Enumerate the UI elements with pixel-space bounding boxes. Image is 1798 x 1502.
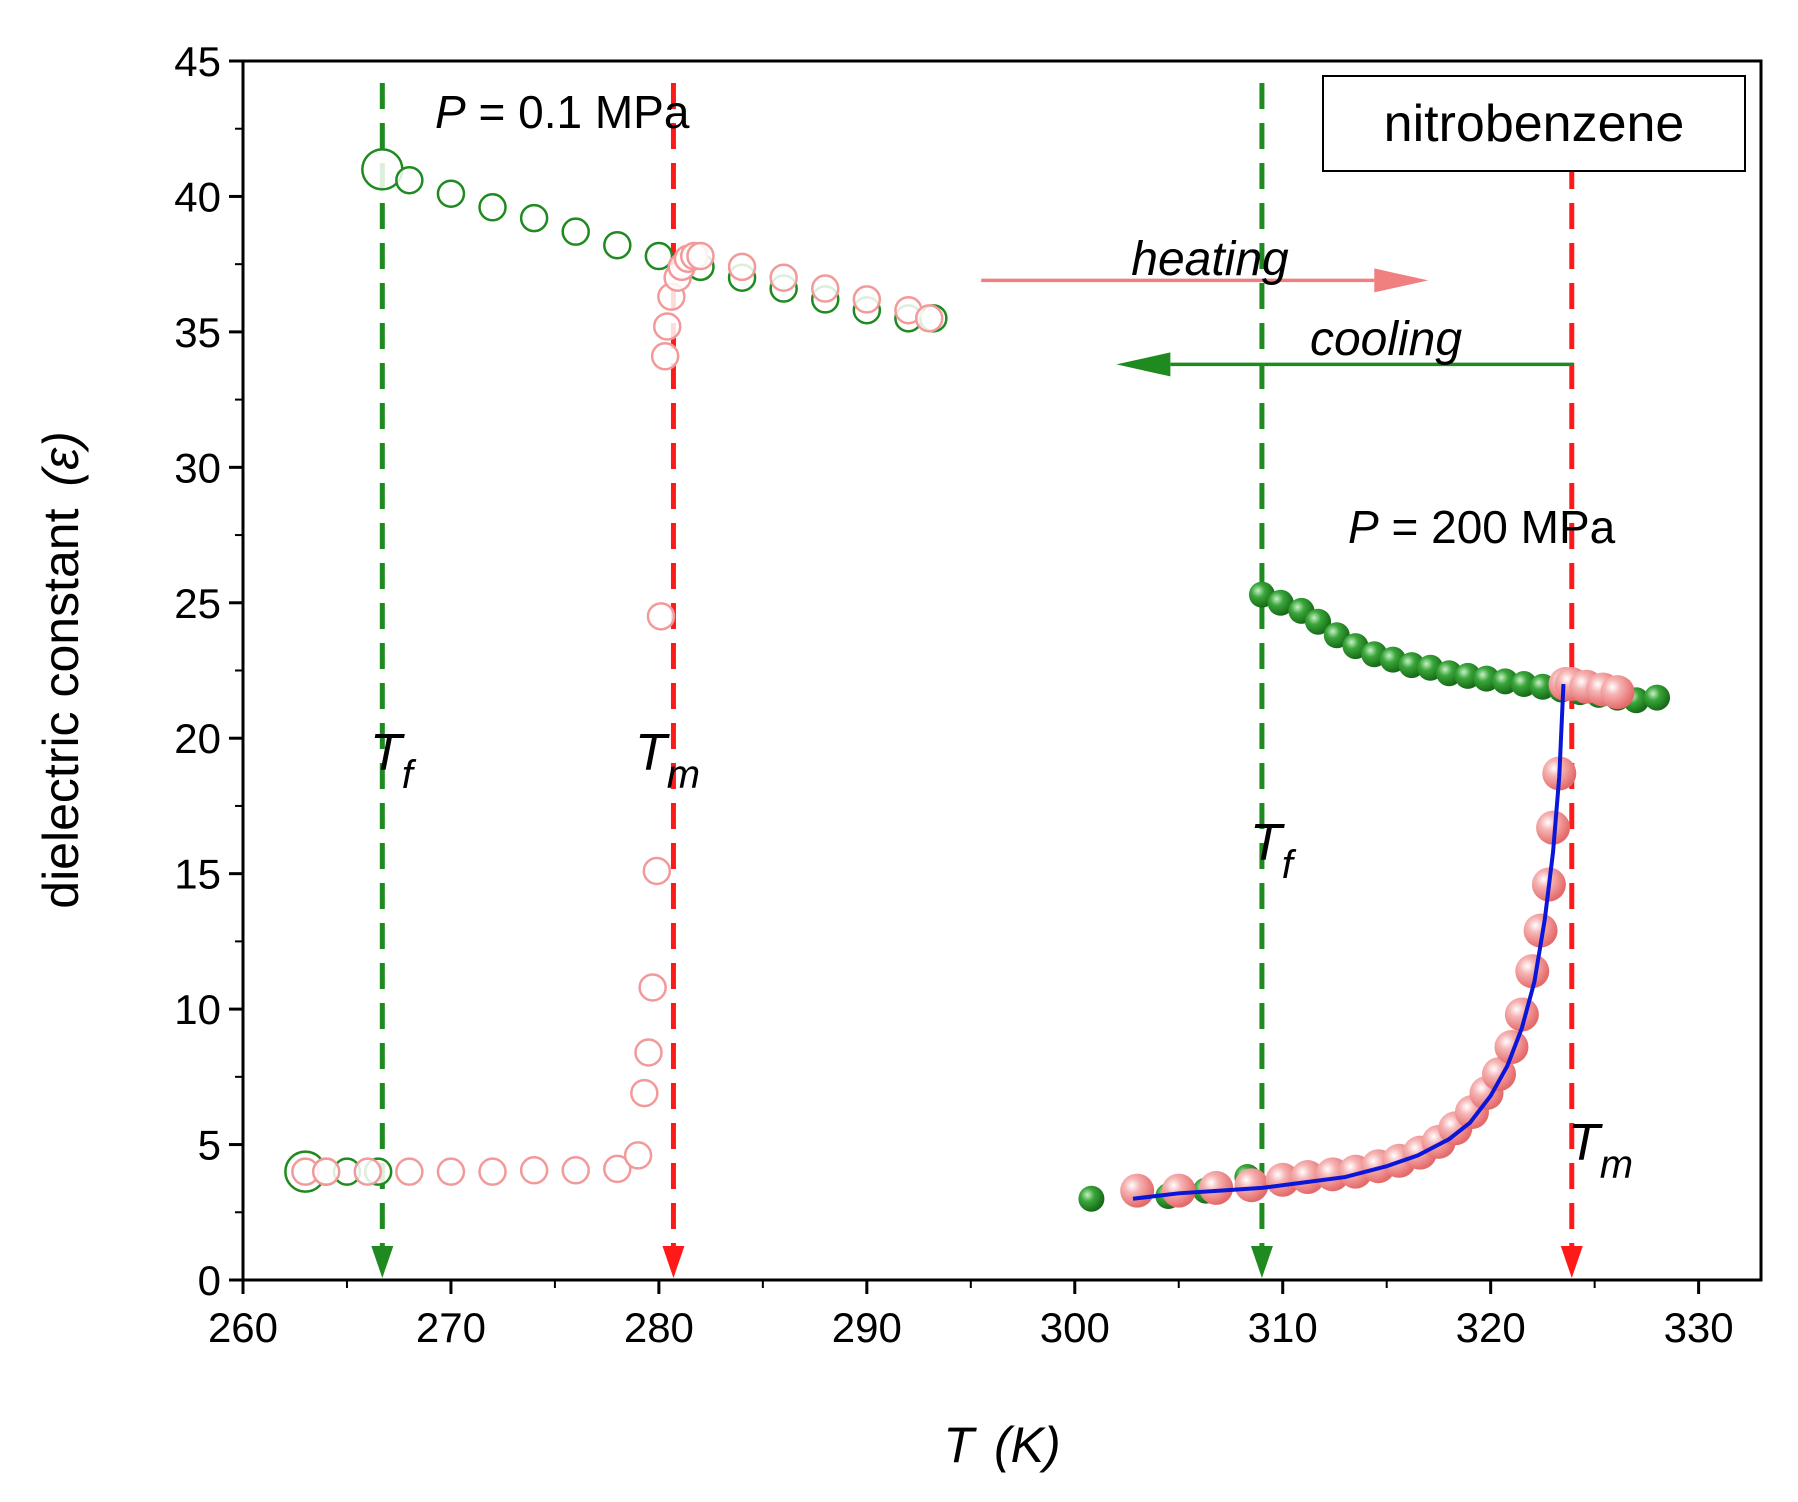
data-point	[603, 1154, 632, 1184]
data-point	[650, 342, 680, 371]
x-tick-label: 280	[624, 1304, 694, 1351]
heating-arrow-head	[1374, 268, 1429, 293]
y-tick-label: 10	[174, 986, 221, 1033]
legend-label: nitrobenzene	[1384, 95, 1685, 153]
data-point	[436, 179, 466, 208]
tf-label-high: Tf	[1250, 814, 1297, 887]
pressure-label-high: P = 200 MPa	[1348, 501, 1616, 553]
data-point	[686, 241, 715, 271]
axis-ticks: 260 270 280 290 300 310 320 330 0 5 10 15 20 25 30 35 40…	[174, 38, 1733, 1351]
x-axis-title: T (K)	[943, 1417, 1060, 1473]
data-point	[634, 1038, 663, 1067]
data-point	[1504, 997, 1539, 1032]
x-tick-label: 310	[1248, 1304, 1318, 1351]
data-point	[644, 241, 674, 271]
y-tick-label: 35	[174, 309, 221, 356]
series-4	[1120, 667, 1635, 1208]
data-point	[353, 1157, 383, 1186]
x-tick-label: 270	[416, 1304, 486, 1351]
pressure-label-low: P = 0.1 MPa	[435, 86, 690, 138]
data-point	[1600, 675, 1635, 710]
data-point	[561, 1156, 590, 1185]
data-point	[1523, 913, 1558, 948]
cooling-arrow-head	[1116, 352, 1171, 377]
data-point	[478, 193, 507, 222]
data-point	[638, 973, 667, 1002]
legend-box	[1322, 75, 1746, 172]
y-axis-symbol: (ε)	[33, 431, 89, 486]
y-tick-label: 45	[174, 38, 221, 85]
data-point	[1267, 589, 1294, 616]
data-point	[1199, 1170, 1234, 1205]
y-tick-label: 40	[174, 173, 221, 220]
y-tick-label: 20	[174, 715, 221, 762]
plot-area	[284, 83, 1671, 1278]
data-point	[1078, 1185, 1105, 1212]
plot-frame	[241, 59, 1763, 1282]
y-tick-label: 25	[174, 580, 221, 627]
data-point	[1290, 1160, 1325, 1195]
x-tick-label: 330	[1664, 1304, 1734, 1351]
data-point	[478, 1157, 507, 1186]
data-point	[395, 1157, 424, 1186]
transition-arrowhead-Tm-0.1MPa	[662, 1246, 685, 1278]
cooling-label: cooling	[1310, 313, 1462, 366]
data-point	[1234, 1168, 1269, 1203]
data-point	[727, 252, 757, 282]
y-tick-label: 0	[198, 1257, 221, 1304]
x-axis-unit: (K)	[994, 1417, 1061, 1473]
data-point	[646, 602, 676, 631]
y-tick-label: 30	[174, 444, 221, 491]
x-tick-label: 290	[832, 1304, 902, 1351]
data-point	[1515, 954, 1550, 989]
data-point	[519, 1156, 549, 1185]
x-tick-label: 260	[208, 1304, 278, 1351]
y-axis-text: dielectric constant	[33, 508, 89, 908]
data-point	[852, 285, 882, 314]
transition-arrowhead-Tf-200MPa	[1250, 1246, 1273, 1278]
y-tick-label: 5	[198, 1122, 221, 1169]
x-tick-label: 300	[1040, 1304, 1110, 1351]
transition-arrowhead-Tf-0.1MPa	[371, 1246, 394, 1278]
data-point	[769, 263, 798, 292]
y-tick-label: 15	[174, 851, 221, 898]
data-point	[1305, 608, 1332, 635]
data-point	[561, 217, 590, 246]
data-point	[810, 274, 840, 303]
x-axis-variable: T	[943, 1417, 977, 1473]
data-point	[1161, 1173, 1196, 1208]
data-point	[395, 165, 424, 195]
data-point	[623, 1141, 653, 1170]
data-point	[642, 856, 672, 886]
transition-arrowhead-Tm-200MPa	[1560, 1246, 1583, 1278]
data-point	[1120, 1173, 1155, 1208]
data-point	[519, 203, 549, 233]
data-point	[436, 1157, 466, 1186]
tf-label-low: Tf	[370, 724, 417, 797]
data-point	[1644, 684, 1671, 711]
data-point	[630, 1078, 659, 1108]
data-point	[652, 312, 682, 341]
fit-curve	[1132, 683, 1566, 1201]
x-tick-label: 320	[1456, 1304, 1526, 1351]
tm-label-high: Tm	[1568, 1114, 1633, 1187]
data-point	[311, 1157, 341, 1186]
heating-label: heating	[1131, 233, 1289, 286]
y-axis-title: dielectric constant (ε)	[33, 431, 89, 908]
tm-label-low: Tm	[635, 724, 700, 797]
data-point	[603, 230, 632, 260]
data-point	[914, 304, 944, 333]
series-2	[291, 241, 944, 1186]
